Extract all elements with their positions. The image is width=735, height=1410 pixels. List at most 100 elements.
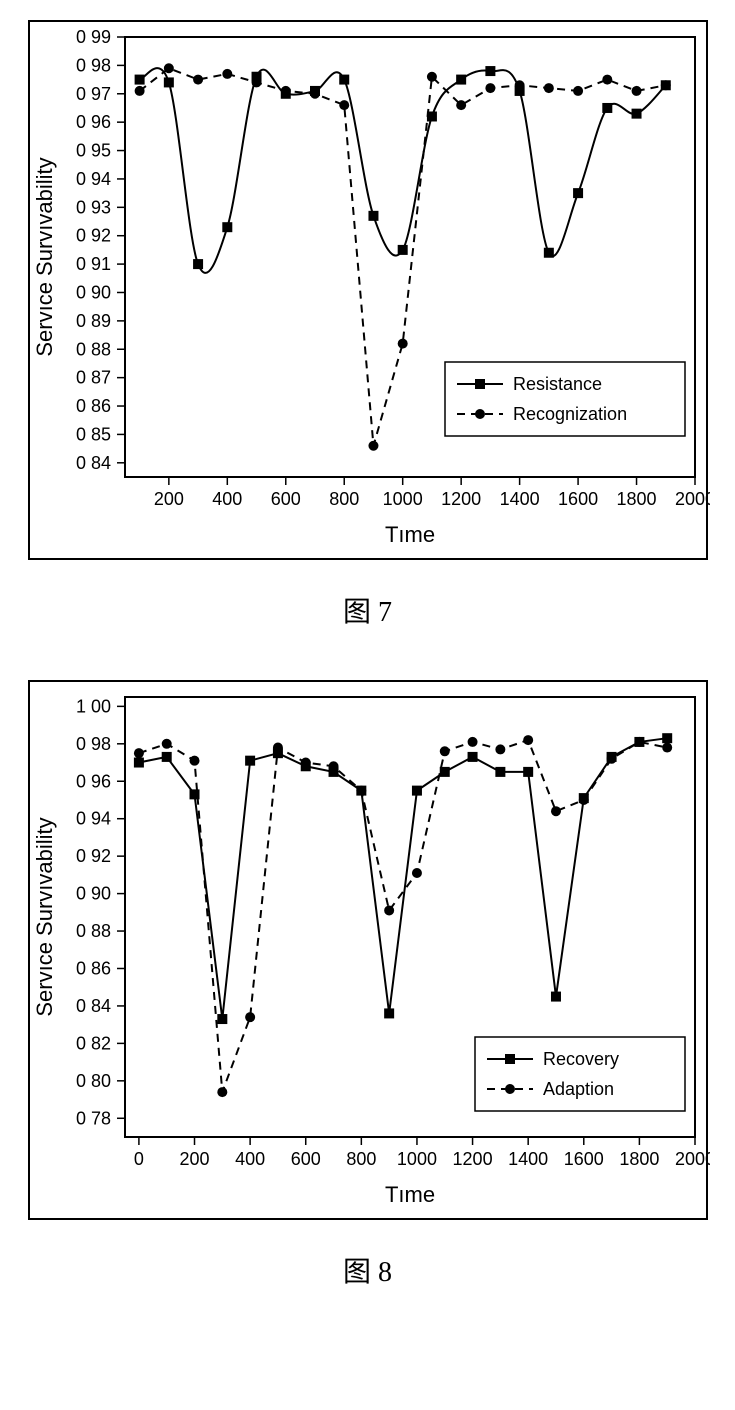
series-recognization-marker [485, 83, 495, 93]
x-tick-label: 200 [179, 1149, 209, 1169]
series-adaption-marker [272, 743, 282, 753]
series-recognization-marker [426, 72, 436, 82]
series-recovery-marker [245, 756, 255, 766]
y-tick-label: 0 86 [75, 396, 110, 416]
y-tick-label: 1 00 [75, 696, 110, 716]
y-tick-label: 0 80 [75, 1071, 110, 1091]
x-tick-label: 1000 [396, 1149, 436, 1169]
series-recognization-marker [514, 80, 524, 90]
series-recognization-marker [397, 339, 407, 349]
series-recognization-marker [456, 100, 466, 110]
x-tick-label: 600 [290, 1149, 320, 1169]
y-tick-label: 0 86 [75, 958, 110, 978]
y-tick-label: 0 88 [75, 921, 110, 941]
x-tick-label: 600 [270, 489, 300, 509]
y-tick-label: 0 99 [75, 27, 110, 47]
y-tick-label: 0 95 [75, 141, 110, 161]
legend-marker [505, 1054, 515, 1064]
series-resistance-marker [543, 248, 553, 258]
y-tick-label: 0 97 [75, 84, 110, 104]
series-resistance-marker [631, 109, 641, 119]
series-recovery-marker [217, 1014, 227, 1024]
series-recovery-marker [662, 733, 672, 743]
x-tick-label: 400 [235, 1149, 265, 1169]
x-tick-label: 1600 [558, 489, 598, 509]
series-resistance-marker [397, 245, 407, 255]
series-recovery-marker [161, 752, 171, 762]
series-adaption-marker [550, 806, 560, 816]
series-recognization-marker [310, 89, 320, 99]
series-recognization-marker [631, 86, 641, 96]
series-adaption-marker [328, 761, 338, 771]
series-adaption-marker [439, 746, 449, 756]
series-recovery-marker [411, 786, 421, 796]
y-axis-label: Servıce Survıvability [32, 817, 57, 1016]
figure-8: 02004006008001000120014001600180020000 7… [28, 680, 708, 1220]
x-tick-label: 1400 [499, 489, 539, 509]
series-recognization-marker [602, 75, 612, 85]
x-tick-label: 200 [153, 489, 183, 509]
series-recognization-marker [163, 63, 173, 73]
legend-label: Recovery [543, 1049, 619, 1069]
legend-label: Recognization [513, 404, 627, 424]
x-axis-label: Tıme [384, 522, 434, 547]
y-tick-label: 0 90 [75, 884, 110, 904]
y-tick-label: 0 98 [75, 55, 110, 75]
figure-7-caption: 图 7 [10, 590, 725, 630]
series-adaption-marker [411, 868, 421, 878]
x-tick-label: 1800 [619, 1149, 659, 1169]
series-recovery-marker [133, 758, 143, 768]
series-recovery-marker [523, 767, 533, 777]
series-recognization-marker [339, 100, 349, 110]
y-tick-label: 0 94 [75, 809, 110, 829]
series-recovery-marker [467, 752, 477, 762]
legend-marker [475, 379, 485, 389]
series-adaption-marker [217, 1087, 227, 1097]
series-adaption-marker [161, 739, 171, 749]
series-resistance-marker [193, 259, 203, 269]
series-adaption-marker [634, 737, 644, 747]
y-tick-label: 0 94 [75, 169, 110, 189]
x-tick-label: 1800 [616, 489, 656, 509]
series-adaption-marker [523, 735, 533, 745]
series-recognization-marker [573, 86, 583, 96]
x-tick-label: 1600 [563, 1149, 603, 1169]
series-recognization-marker [222, 69, 232, 79]
y-tick-label: 0 96 [75, 112, 110, 132]
y-tick-label: 0 88 [75, 339, 110, 359]
y-tick-label: 0 92 [75, 846, 110, 866]
x-tick-label: 2000 [674, 1149, 709, 1169]
series-recognization-marker [193, 75, 203, 85]
x-tick-label: 0 [133, 1149, 143, 1169]
y-tick-label: 0 90 [75, 282, 110, 302]
series-adaption-marker [662, 743, 672, 753]
x-tick-label: 1400 [508, 1149, 548, 1169]
y-tick-label: 0 87 [75, 368, 110, 388]
y-tick-label: 0 84 [75, 453, 110, 473]
series-adaption-marker [133, 748, 143, 758]
legend-label: Resistance [513, 374, 602, 394]
y-tick-label: 0 98 [75, 734, 110, 754]
series-resistance-marker [573, 188, 583, 198]
series-recovery-marker [439, 767, 449, 777]
y-tick-label: 0 78 [75, 1108, 110, 1128]
series-resistance-marker [602, 103, 612, 113]
series-adaption-marker [495, 744, 505, 754]
series-recovery-marker [550, 992, 560, 1002]
series-adaption-marker [189, 756, 199, 766]
x-tick-label: 2000 [674, 489, 709, 509]
series-adaption-marker [245, 1012, 255, 1022]
x-tick-label: 400 [212, 489, 242, 509]
y-tick-label: 0 96 [75, 771, 110, 791]
y-tick-label: 0 92 [75, 226, 110, 246]
x-axis-label: Tıme [384, 1182, 434, 1207]
series-recognization-marker [280, 86, 290, 96]
x-tick-label: 800 [329, 489, 359, 509]
x-tick-label: 1200 [452, 1149, 492, 1169]
series-resistance-marker [163, 77, 173, 87]
series-recognization-marker [660, 80, 670, 90]
series-recovery-marker [384, 1008, 394, 1018]
series-resistance-line [139, 68, 665, 273]
series-adaption-marker [356, 786, 366, 796]
y-tick-label: 0 91 [75, 254, 110, 274]
